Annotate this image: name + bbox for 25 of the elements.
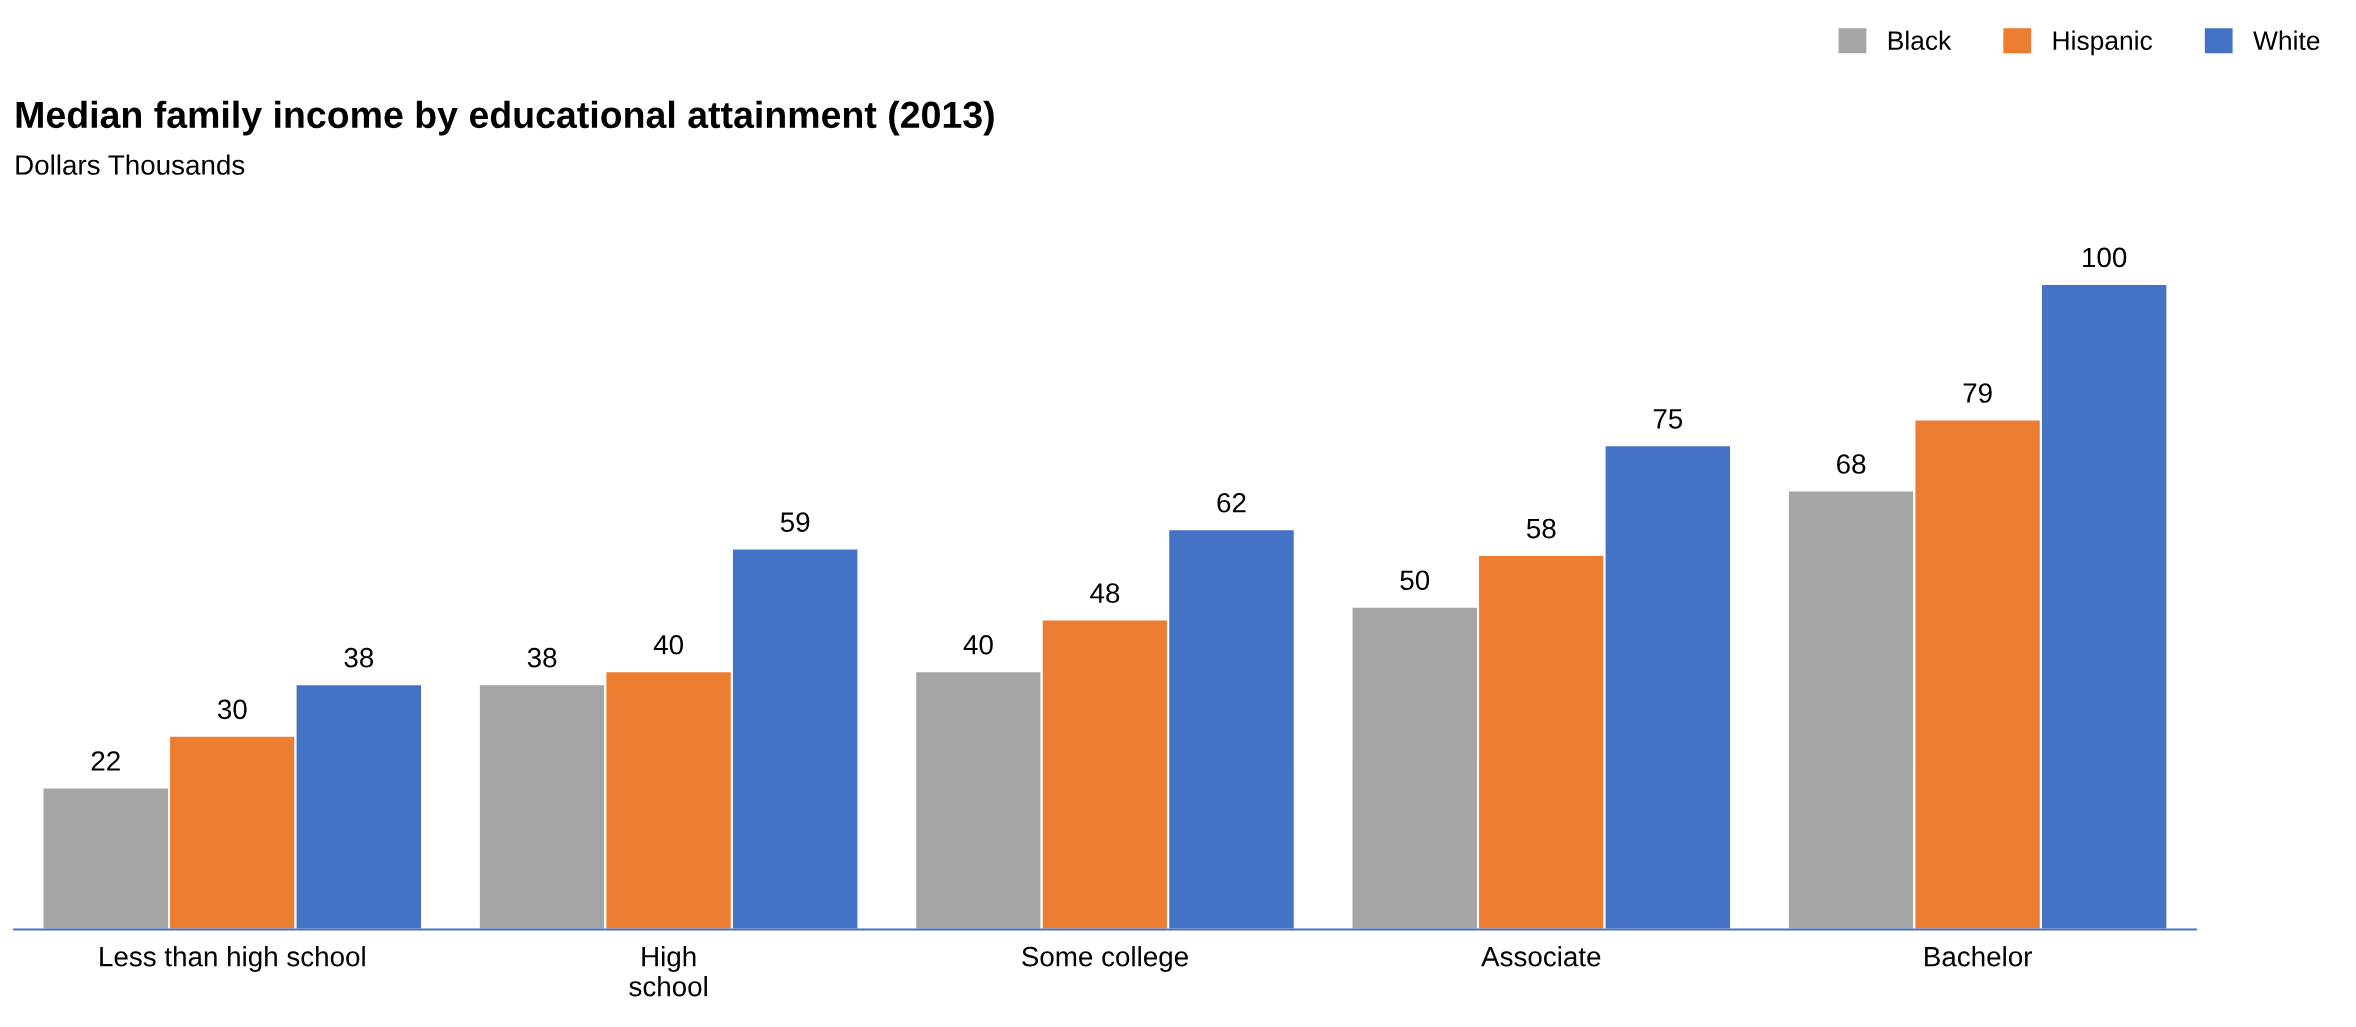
x-tick-label: High school bbox=[629, 946, 707, 997]
x-tick-label: Associate bbox=[1481, 946, 1601, 967]
legend-label: Hispanic bbox=[2053, 30, 2153, 56]
data-label: 79 bbox=[1963, 383, 1992, 403]
data-label: 22 bbox=[91, 751, 120, 771]
legend-label: Black bbox=[1888, 30, 1952, 50]
data-label: 40 bbox=[963, 634, 993, 655]
data-label: 58 bbox=[1526, 518, 1556, 539]
x-tick-label: Less than high school bbox=[100, 946, 365, 972]
data-label: 40 bbox=[653, 634, 683, 655]
data-label: 30 bbox=[217, 699, 247, 720]
legend-label: White bbox=[2253, 30, 2320, 50]
data-label: 62 bbox=[1217, 492, 1246, 513]
data-label: 50 bbox=[1400, 570, 1430, 591]
data-label: 38 bbox=[527, 647, 557, 668]
data-label: 48 bbox=[1090, 583, 1120, 603]
data-label: 68 bbox=[1837, 454, 1866, 474]
data-label: 100 bbox=[2083, 247, 2127, 268]
chart-subtitle: Dollars Thousands bbox=[16, 154, 245, 175]
x-tick-label: Bachelor bbox=[1925, 946, 2032, 967]
x-tick-label: Some college bbox=[1022, 946, 1188, 972]
chart-title: Median family income by educational attainment (2013) bbox=[16, 100, 994, 136]
data-label: 59 bbox=[780, 512, 810, 532]
data-label: 38 bbox=[344, 647, 374, 668]
data-label: 75 bbox=[1653, 409, 1683, 429]
